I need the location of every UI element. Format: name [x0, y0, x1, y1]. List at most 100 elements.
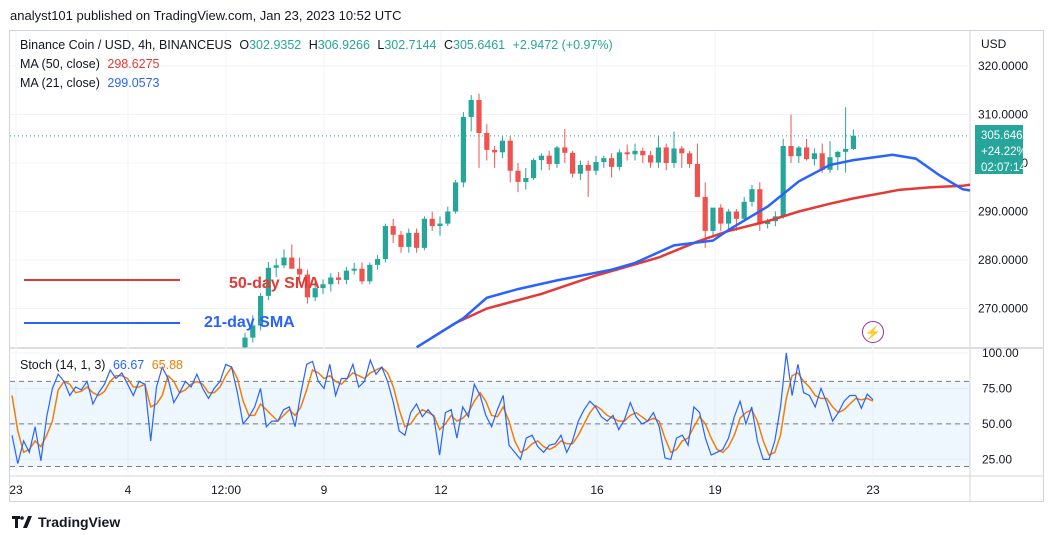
candle-body — [523, 178, 529, 182]
publisher-line: analyst101 published on TradingView.com,… — [10, 8, 402, 23]
candle — [453, 179, 459, 214]
candle-body — [375, 259, 381, 265]
candle-body — [819, 153, 825, 170]
candle — [601, 155, 607, 168]
candle — [609, 153, 615, 178]
candle — [328, 273, 334, 292]
candle — [351, 262, 357, 275]
candle-body — [367, 264, 373, 282]
candle-body — [671, 148, 677, 163]
candle-body — [632, 150, 638, 155]
candle-body — [328, 277, 334, 285]
candle-body — [702, 196, 708, 231]
candle — [632, 143, 638, 161]
candle-body — [382, 226, 388, 260]
candle-body — [640, 150, 646, 156]
candle-body — [499, 140, 505, 153]
open-value: 302.9352 — [249, 38, 302, 52]
time-tick-label: 9 — [321, 483, 328, 497]
symbol-title[interactable]: Binance Coin / USD, 4h, BINANCEUS — [20, 38, 232, 52]
tradingview-logo[interactable]: TradingView — [12, 514, 120, 530]
candle-body — [757, 189, 763, 225]
low-label: L — [377, 38, 385, 52]
candle — [749, 184, 755, 207]
last-price-label: 305.6461 +24.22% 02:07:14 — [975, 125, 1029, 174]
candle — [570, 150, 576, 178]
candle-body — [320, 284, 326, 289]
high-value: 306.9266 — [317, 38, 370, 52]
candle-body — [733, 211, 739, 219]
candle — [273, 258, 279, 277]
candle-body — [531, 160, 537, 179]
candle — [343, 266, 349, 285]
candle-body — [273, 265, 279, 268]
stoch-tick-label: 75.00 — [982, 381, 1012, 395]
candle-body — [453, 182, 459, 212]
time-tick-label: 12:00 — [211, 483, 241, 497]
candle — [702, 182, 708, 248]
candle — [726, 209, 732, 229]
candle — [460, 112, 466, 188]
time-tick-label: 16 — [590, 483, 604, 497]
lightning-icon[interactable]: ⚡ — [862, 321, 884, 343]
candle — [250, 315, 256, 343]
price-tick-label: 270.0000 — [978, 302, 1028, 316]
candle-body — [843, 148, 849, 152]
close-value: 305.6461 — [453, 38, 506, 52]
candle — [741, 196, 747, 222]
candle — [679, 146, 685, 168]
time-tick-label: 19 — [708, 483, 722, 497]
candle-body — [429, 218, 435, 227]
candle-body — [484, 132, 490, 150]
candle-body — [687, 153, 693, 164]
stoch-tick-label: 100.00 — [982, 346, 1019, 360]
candle — [499, 136, 505, 159]
candle-body — [359, 268, 365, 282]
candle — [429, 211, 435, 231]
candle — [788, 114, 794, 163]
candle — [406, 228, 412, 253]
ma21-legend[interactable]: MA (21, close) 299.0573 — [20, 76, 164, 90]
candle — [804, 138, 810, 161]
candle — [523, 167, 529, 190]
stoch-d-value: 65.88 — [151, 358, 183, 372]
candle-body — [538, 155, 544, 161]
price-tick-label: 280.0000 — [978, 253, 1028, 267]
candle-body — [445, 211, 451, 224]
candle-body — [741, 201, 747, 219]
candle — [780, 138, 786, 219]
candle — [577, 160, 583, 180]
candle-body — [655, 147, 661, 163]
candle-body — [804, 147, 810, 160]
candle — [733, 209, 739, 231]
candle-body — [398, 234, 404, 247]
candle — [476, 93, 482, 168]
candle — [484, 124, 490, 161]
ma21-value: 299.0573 — [107, 76, 160, 90]
candle-body — [718, 207, 724, 224]
close-label: C — [443, 38, 453, 52]
candle-body — [710, 207, 716, 231]
candle — [265, 261, 271, 301]
candle — [538, 153, 544, 171]
candle — [421, 216, 427, 251]
candle-body — [304, 274, 310, 298]
candle-body — [601, 158, 607, 163]
stoch-legend[interactable]: Stoch (14, 1, 3) 66.67 65.88 — [20, 358, 187, 372]
candle-body — [414, 232, 420, 248]
candle — [694, 143, 700, 197]
candle-body — [390, 226, 396, 235]
ma21-label: MA (21, close) — [20, 76, 100, 90]
candle-body — [258, 295, 264, 326]
candle-body — [281, 257, 287, 266]
last-price-value: 305.6461 — [981, 130, 1029, 142]
candle — [687, 150, 693, 168]
candle — [382, 223, 388, 263]
candle-body — [406, 232, 412, 247]
ma50-label: MA (50, close) — [20, 57, 100, 71]
ma50-legend[interactable]: MA (50, close) 298.6275 — [20, 57, 164, 71]
candle — [242, 332, 248, 348]
candle — [297, 257, 303, 280]
stoch-k-line — [11, 352, 874, 464]
